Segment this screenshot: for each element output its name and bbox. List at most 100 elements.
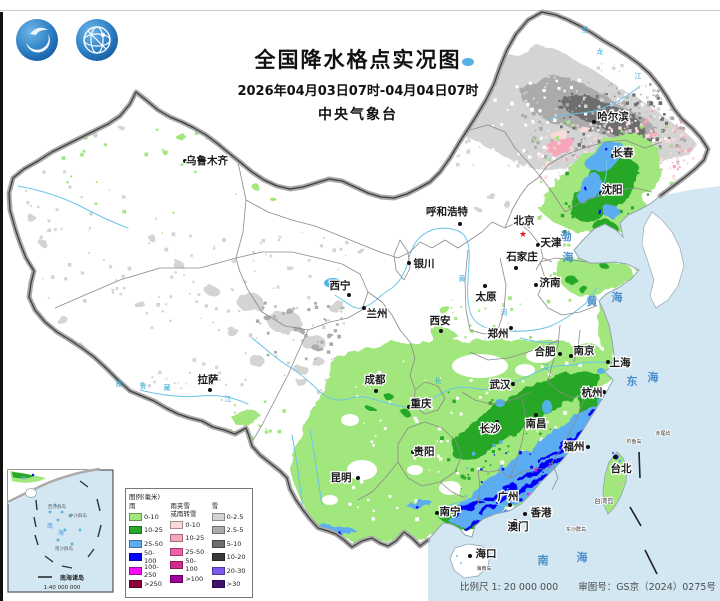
city-label-上海: 上海 [610,356,631,369]
svg-text:台湾岛: 台湾岛 [594,496,614,505]
nmc-globe-logo [76,19,118,61]
legend-item: 10-25 [129,524,166,538]
city-label-济南: 济南 [540,276,561,289]
city-label-南昌: 南昌 [526,417,547,430]
legend-item: 2.5-5 [211,524,249,538]
legend-item: >30 [211,578,249,592]
city-label-广州: 广州 [498,490,519,503]
city-label-拉萨: 拉萨 [198,373,219,386]
legend-item: 0-10 [170,518,207,532]
legend-column: 雨 0-10 10-25 25-50 50-100 100-250 >250 [129,502,166,591]
province-borders [54,124,663,506]
svg-text:海: 海 [612,290,623,304]
map-approval-number: 审图号：GS京（2024）0275号 [578,582,716,593]
city-label-福州: 福州 [563,440,585,453]
city-label-乌鲁木齐: 乌鲁木齐 [186,154,228,167]
svg-text:南: 南 [538,553,549,567]
svg-text:渤: 渤 [561,229,572,243]
legend-column: 雪 0-2.5 2.5-5 5-10 10-20 20-30 >30 [211,502,249,592]
city-label-合肥: 合肥 [534,345,556,358]
city-label-呼和浩特: 呼和浩特 [426,205,468,218]
taiwan-island [602,451,628,515]
legend-item: 0-2.5 [211,510,249,524]
svg-text:雅: 雅 [116,379,123,388]
svg-text:藏: 藏 [164,383,171,392]
inset-caption: 南海诸岛 [60,574,84,582]
legend-item: 50-100 [170,557,207,573]
city-label-兰州: 兰州 [367,307,388,320]
city-label-西安: 西安 [430,314,451,327]
city-label-郑州: 郑州 [488,327,509,340]
svg-text:西沙群岛: 西沙群岛 [48,503,66,510]
city-label-哈尔滨: 哈尔滨 [597,110,629,123]
sea-area [428,186,720,601]
svg-text:鲁: 鲁 [140,381,147,390]
rivers [17,58,641,511]
sea-labels: 渤海黄 海东 海南海 [538,229,659,567]
hainan-island [449,543,491,579]
title-block: 全国降水格点实况图 2026年04月03日07时-04月04日07时 中央气象台 [178,44,538,124]
svg-text:东: 东 [627,374,638,388]
svg-text:中沙群岛: 中沙群岛 [69,512,87,519]
city-label-昆明: 昆明 [331,472,352,484]
svg-text:江: 江 [543,363,550,371]
footer: 比例尺 1: 20 000 000 审图号：GS京（2024）0275号 [460,579,716,593]
svg-text:海南岛: 海南岛 [476,565,491,572]
map-scale-text: 比例尺 1: 20 000 000 [460,582,559,593]
legend-item: 10-20 [211,551,249,565]
city-label-武汉: 武汉 [490,378,511,391]
legend-item: 10-25 [170,532,207,546]
city-label-沈阳: 沈阳 [602,183,623,196]
city-label-南京: 南京 [574,344,595,357]
cma-logo [16,19,58,61]
svg-text:钓鱼岛: 钓鱼岛 [626,438,641,445]
legend-item: 25-50 [170,545,207,559]
city-label-台北: 台北 [611,462,632,475]
legend-item: 25-50 [129,537,166,551]
map-date-range: 2026年04月03日07时-04月04日07时 [237,84,479,99]
frame-left-edge [0,12,3,601]
legend-item: 20-30 [211,564,249,578]
svg-text:黑: 黑 [582,26,589,34]
legend-item: 5-10 [211,537,249,551]
river-labels: 黄河长江黑龙江雅鲁藏江 [116,26,642,403]
legend-item: 100-250 [129,563,166,579]
legend-item: >250 [129,578,166,592]
city-label-香港: 香港 [530,506,552,519]
svg-text:南沙群岛: 南沙群岛 [55,545,73,552]
city-label-西宁: 西宁 [330,279,351,292]
svg-text:龙: 龙 [597,47,604,56]
svg-text:东沙群岛: 东沙群岛 [566,526,586,533]
legend: 图例(毫米) 雨 0-10 10-25 25-50 50-100 100-250 >250 雨… [125,488,253,598]
frame-top-line [0,10,720,11]
map-agency: 中央气象台 [318,107,398,123]
legend-item: 0-10 [129,510,166,524]
city-label-北京: 北京 [514,214,535,227]
national-border [6,9,711,550]
svg-text:赤尾屿: 赤尾屿 [655,430,670,437]
legend-item: 50-100 [129,549,166,565]
city-label-南宁: 南宁 [440,505,461,518]
city-label-澳门: 澳门 [508,520,529,533]
korea-peninsula [641,211,685,309]
legend-title: 图例(毫米) [129,493,161,501]
city-label-贵阳: 贵阳 [414,445,435,458]
svg-text:江: 江 [635,72,642,80]
city-label-长沙: 长沙 [480,422,501,435]
svg-text:长: 长 [435,376,442,385]
map-title: 全国降水格点实况图 [254,48,462,72]
svg-text:河: 河 [501,309,508,317]
svg-text:南: 南 [47,522,53,530]
svg-text:海: 海 [577,550,588,564]
city-label-石家庄: 石家庄 [505,250,538,263]
city-label-银川: 银川 [414,257,435,270]
city-label-太原: 太原 [475,290,497,303]
svg-text:江: 江 [225,395,232,403]
svg-text:黄: 黄 [587,294,598,308]
city-label-长春: 长春 [613,146,634,159]
